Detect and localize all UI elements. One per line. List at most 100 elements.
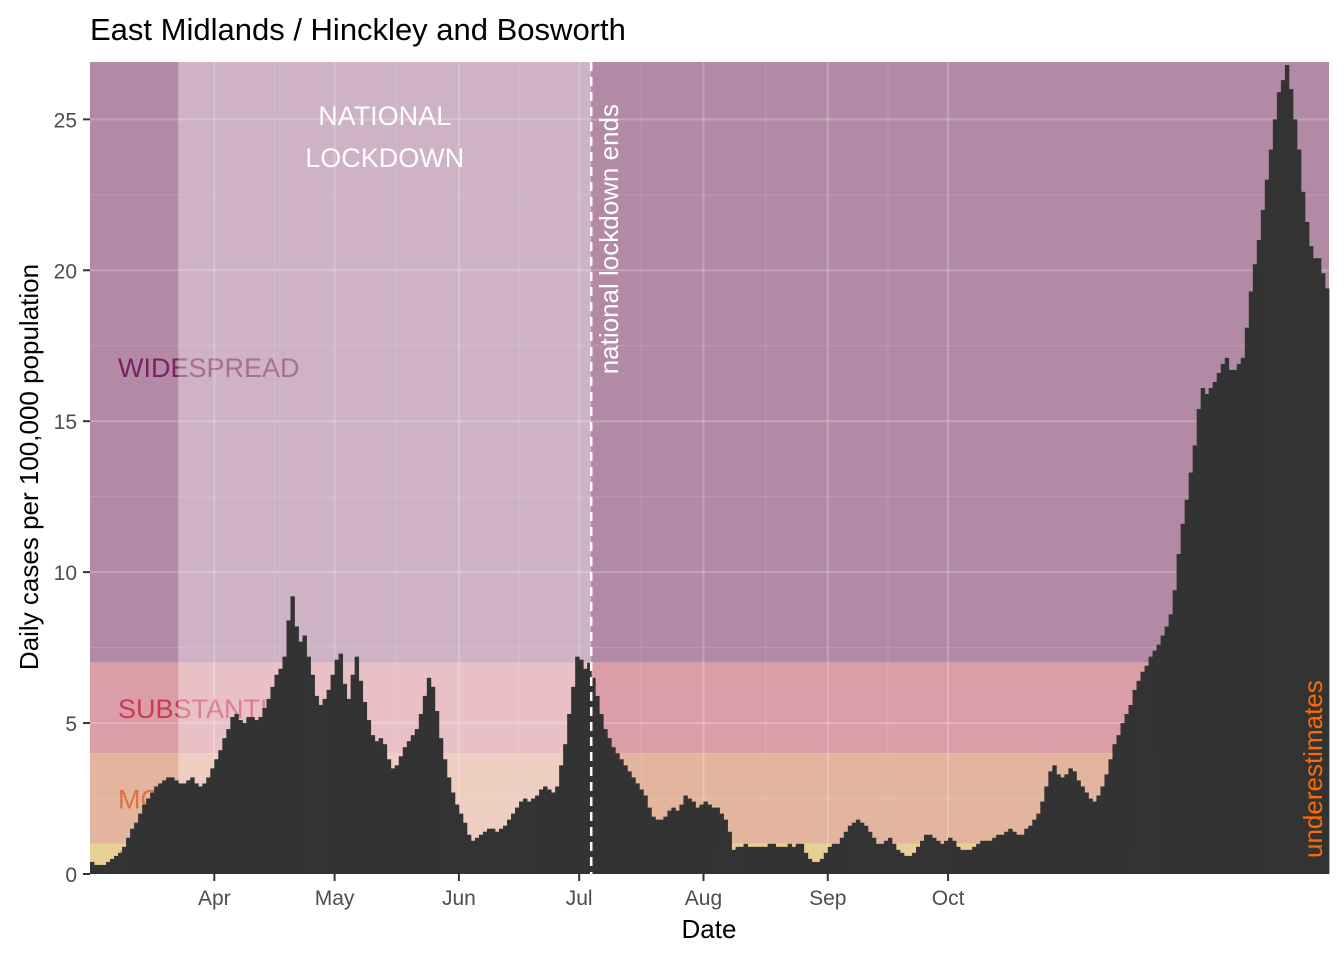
bar bbox=[839, 837, 845, 874]
bar bbox=[146, 798, 151, 874]
bar bbox=[1324, 288, 1330, 874]
bar bbox=[1044, 786, 1049, 874]
x-tick-label: Jun bbox=[442, 887, 476, 910]
bar bbox=[611, 747, 616, 874]
bar bbox=[414, 729, 420, 874]
bar bbox=[242, 723, 247, 874]
bar bbox=[1192, 445, 1198, 874]
bar bbox=[246, 717, 251, 874]
x-tick-label: Jul bbox=[566, 887, 593, 910]
bar bbox=[767, 843, 773, 874]
bar bbox=[1068, 768, 1073, 874]
bar bbox=[194, 783, 199, 874]
bar bbox=[1256, 240, 1262, 874]
bar bbox=[230, 717, 235, 874]
bar bbox=[1280, 80, 1286, 875]
bar bbox=[719, 813, 724, 874]
bar bbox=[438, 738, 444, 874]
bar bbox=[579, 659, 584, 874]
bar bbox=[290, 596, 295, 874]
bar bbox=[1076, 780, 1081, 874]
bar bbox=[90, 861, 95, 874]
bar bbox=[1244, 327, 1250, 874]
bar bbox=[250, 717, 255, 874]
bar bbox=[807, 858, 813, 874]
bar bbox=[174, 780, 179, 874]
bar bbox=[346, 698, 352, 874]
bar bbox=[442, 759, 448, 874]
bar bbox=[370, 735, 376, 874]
bar bbox=[895, 849, 901, 874]
bar bbox=[543, 786, 548, 874]
bar bbox=[1092, 801, 1097, 874]
bar bbox=[1276, 92, 1282, 875]
bar bbox=[494, 831, 500, 874]
bar bbox=[887, 837, 893, 874]
bar bbox=[739, 846, 744, 874]
bar bbox=[976, 843, 981, 874]
bar bbox=[1180, 523, 1186, 874]
bar bbox=[286, 620, 291, 874]
bar bbox=[366, 720, 372, 874]
bar bbox=[531, 798, 536, 874]
bar bbox=[563, 744, 568, 874]
bar bbox=[118, 852, 123, 874]
bar bbox=[266, 698, 271, 874]
bar bbox=[214, 759, 219, 874]
lockdown-end-label: national lockdown ends bbox=[594, 104, 624, 374]
bar bbox=[964, 849, 969, 874]
bar bbox=[426, 677, 432, 874]
bar bbox=[142, 804, 147, 874]
bar bbox=[98, 864, 103, 874]
bar bbox=[410, 735, 416, 874]
bar bbox=[984, 840, 989, 874]
bar bbox=[763, 846, 769, 874]
bar bbox=[859, 822, 865, 874]
bar bbox=[134, 822, 139, 874]
bar bbox=[1156, 644, 1161, 874]
bar bbox=[418, 714, 424, 874]
bar bbox=[218, 750, 223, 874]
bar bbox=[972, 846, 977, 874]
bar bbox=[498, 828, 504, 874]
bar bbox=[615, 753, 620, 874]
bar bbox=[691, 801, 696, 874]
bar bbox=[106, 861, 111, 874]
bar bbox=[102, 864, 107, 874]
bar bbox=[158, 783, 163, 874]
bar bbox=[450, 792, 456, 874]
bar bbox=[1004, 831, 1009, 874]
bar bbox=[1212, 381, 1218, 874]
bar bbox=[920, 840, 925, 874]
bar bbox=[482, 831, 488, 874]
bar bbox=[374, 741, 380, 874]
x-axis-title: Date bbox=[682, 914, 737, 944]
lockdown-label-line2: LOCKDOWN bbox=[305, 143, 464, 173]
bar bbox=[306, 656, 311, 874]
bar bbox=[110, 858, 115, 874]
bar bbox=[683, 795, 688, 874]
y-tick-label: 0 bbox=[65, 864, 77, 887]
bar bbox=[1028, 825, 1033, 874]
bar bbox=[166, 777, 171, 874]
bar bbox=[394, 765, 400, 874]
bar bbox=[1272, 119, 1278, 875]
bar bbox=[1240, 357, 1246, 875]
bar bbox=[278, 668, 283, 874]
bar bbox=[851, 822, 857, 874]
bar bbox=[190, 777, 195, 874]
bar bbox=[170, 777, 175, 874]
bar bbox=[1012, 831, 1017, 874]
bar bbox=[458, 813, 464, 874]
bar bbox=[1232, 369, 1238, 874]
bar bbox=[940, 843, 945, 874]
bar bbox=[1220, 363, 1226, 874]
bar bbox=[338, 653, 344, 874]
bar bbox=[911, 852, 917, 874]
bars bbox=[90, 65, 1330, 875]
bar bbox=[1172, 590, 1178, 874]
bar bbox=[687, 798, 692, 874]
bar bbox=[234, 714, 239, 874]
bar bbox=[924, 834, 929, 874]
bar bbox=[162, 780, 167, 874]
